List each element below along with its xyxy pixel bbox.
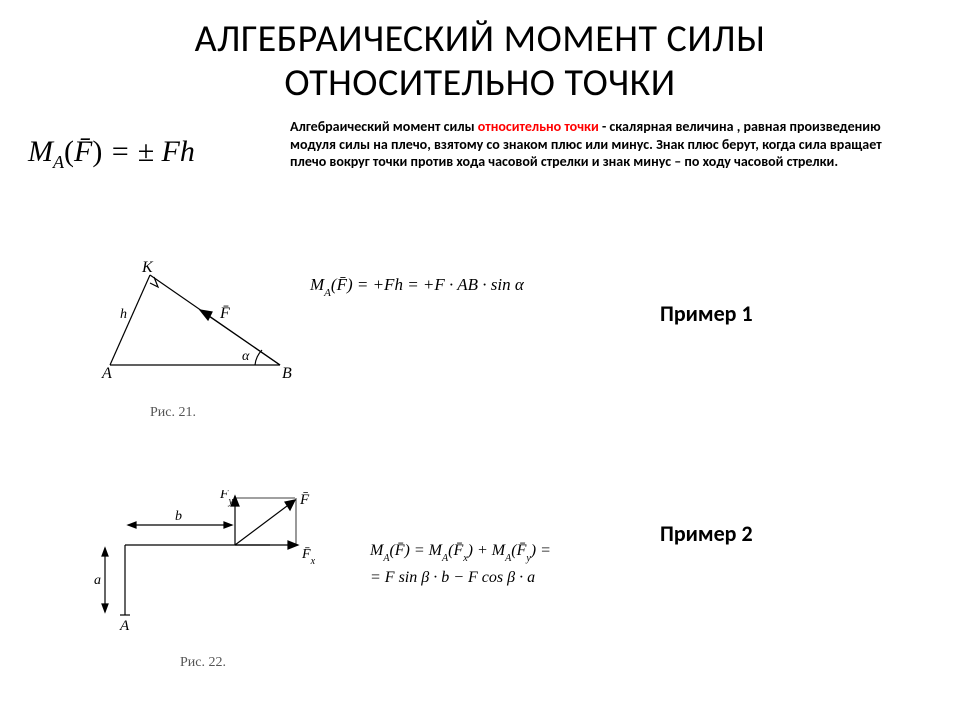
label-K: K xyxy=(141,260,154,276)
formula-M: M xyxy=(28,135,53,168)
ex2-formula-line2: = F sin β · b − F cos β · a xyxy=(370,569,535,586)
label-F: F̄ xyxy=(219,305,230,322)
example-1: A B K h F̄ α MA(F̄) = +Fh = +F · AB · si… xyxy=(90,260,570,421)
svg-text:MA(F̄) = +Fh = +F · AB · sin α: MA(F̄) = +Fh = +F · AB · sin α xyxy=(309,275,525,299)
formula-sub: A xyxy=(53,152,64,172)
fig21-caption: Рис. 21. xyxy=(150,405,570,421)
formula-rhs: = ± Fh xyxy=(102,135,195,168)
example-2-diagram: A a b F̄ F̄x F̄y MA(F̄) = MA(F̄x) + MA(F… xyxy=(70,490,610,650)
main-formula: MA(F̄) = ± Fh xyxy=(28,135,195,173)
label-b: b xyxy=(175,509,182,524)
label-F2: F̄ xyxy=(299,492,310,508)
example-1-diagram: A B K h F̄ α MA(F̄) = +Fh = +F · AB · si… xyxy=(90,260,570,400)
svg-text:F̄y: F̄y xyxy=(219,490,234,507)
example-2-label: Пример 2 xyxy=(660,520,753,547)
page-title: АЛГЕБРАИЧЕСКИЙ МОМЕНТ СИЛЫ ОТНОСИТЕЛЬНО … xyxy=(0,0,960,105)
svg-text:F̄x: F̄x xyxy=(301,547,316,567)
def-highlight: относительно точки xyxy=(478,118,599,135)
svg-text:MA(F̄) = MA(F̄x) + MA(F̄y) =: MA(F̄) = MA(F̄x) + MA(F̄y) = xyxy=(369,542,551,564)
fig22-caption: Рис. 22. xyxy=(180,655,610,671)
label-alpha: α xyxy=(242,349,250,364)
formula-arg: F̄ xyxy=(74,135,92,168)
definition-text: Алгебраический момент силы относительно … xyxy=(290,118,900,171)
label-B: B xyxy=(282,365,292,382)
def-part1: Алгебраический момент силы xyxy=(290,118,478,135)
label-h: h xyxy=(120,307,127,322)
label-A: A xyxy=(101,365,112,382)
example-2: A a b F̄ F̄x F̄y MA(F̄) = MA(F̄x) + MA(F… xyxy=(70,490,610,671)
title-line-1: АЛГЕБРАИЧЕСКИЙ МОМЕНТ СИЛЫ xyxy=(0,18,960,62)
title-line-2: ОТНОСИТЕЛЬНО ТОЧКИ xyxy=(0,62,960,106)
label-a: a xyxy=(94,573,101,588)
label-A2: A xyxy=(119,618,130,634)
example-1-label: Пример 1 xyxy=(660,300,753,327)
